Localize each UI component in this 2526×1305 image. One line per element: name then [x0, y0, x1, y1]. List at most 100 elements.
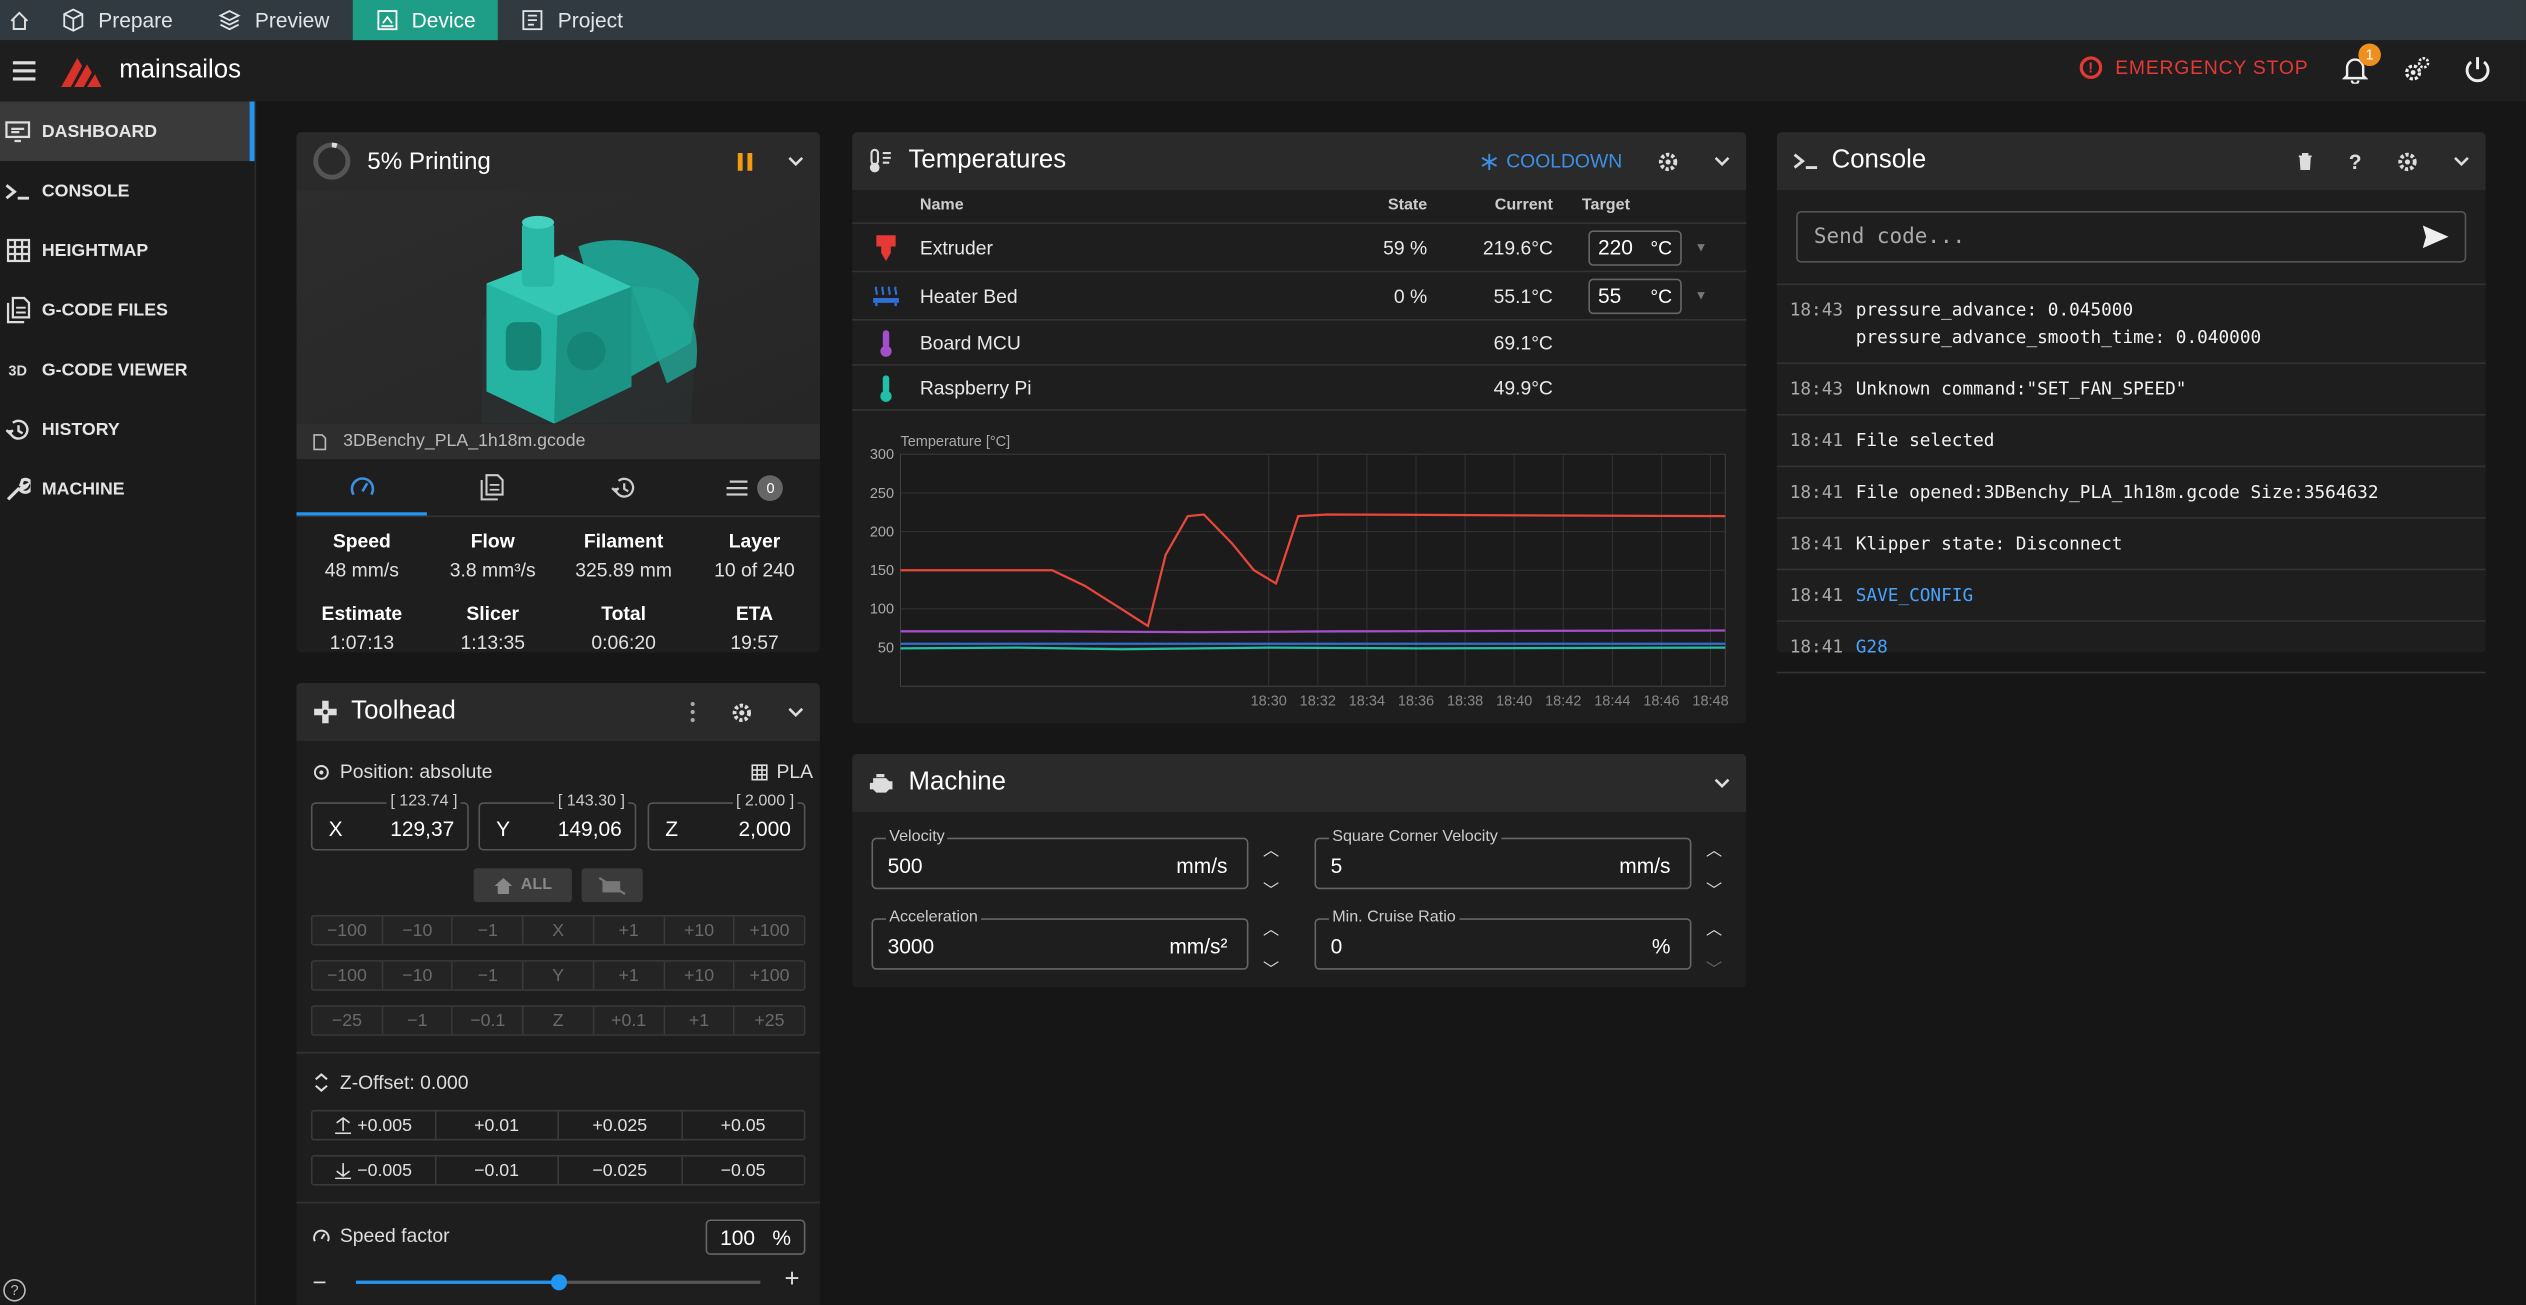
chevron-down-icon[interactable] [1714, 153, 1730, 169]
settings-button[interactable] [2400, 53, 2432, 85]
jog-button[interactable]: −100 [312, 961, 383, 990]
console-command-link[interactable]: SAVE_CONFIG [1855, 584, 1974, 606]
jog-button[interactable]: +25 [735, 1006, 804, 1035]
grid-small-icon [751, 763, 768, 780]
sidebar-item-gcode-files[interactable]: G-CODE FILES [0, 280, 255, 340]
min-cruise-ratio-field[interactable]: Min. Cruise Ratio 0 % [1314, 908, 1692, 970]
chevron-down-icon[interactable] [2453, 153, 2469, 169]
jog-button[interactable]: +1 [594, 916, 665, 944]
chevron-down-icon[interactable] [788, 153, 804, 169]
jog-button[interactable]: −100 [312, 916, 383, 944]
tab-files[interactable] [427, 459, 558, 515]
acceleration-field[interactable]: Acceleration 3000 mm/s² [871, 908, 1249, 970]
jog-button[interactable]: +10 [664, 961, 736, 990]
z-offset-down-button[interactable]: −0.005 [313, 1156, 436, 1185]
gear-icon[interactable] [731, 702, 752, 723]
jog-axis-label[interactable]: X [523, 916, 595, 944]
temperature-chart[interactable]: Temperature [°C] 50 100 150 200 250 300 18:30 1… [859, 425, 1729, 718]
jog-button[interactable]: +100 [735, 961, 804, 990]
console-input[interactable]: Send code... [1796, 211, 2467, 263]
scv-stepper[interactable]: ︿ ﹀ [1706, 836, 1722, 901]
extruder-target-input[interactable]: 220 °C [1588, 229, 1682, 265]
tab-preview[interactable]: Preview [195, 0, 352, 40]
speed-decrease-button[interactable]: − [312, 1269, 327, 1297]
home-all-button[interactable]: ALL [473, 868, 572, 903]
console-panel: Console ? [1776, 132, 2486, 653]
tab-project[interactable]: Project [498, 0, 645, 40]
jog-button[interactable]: −10 [382, 961, 454, 990]
speed-slider[interactable] [356, 1274, 761, 1291]
status-tabs: 0 [296, 459, 820, 518]
help-icon[interactable]: ? [3, 1279, 26, 1302]
thermometer-icon[interactable] [852, 328, 920, 357]
tab-history[interactable] [558, 459, 689, 515]
jog-button[interactable]: −1 [453, 916, 524, 944]
cooldown-button[interactable]: COOLDOWN [1480, 150, 1622, 172]
jog-button[interactable]: −1 [382, 1006, 454, 1035]
speed-increase-button[interactable]: + [784, 1266, 800, 1294]
table-header: Name State Current Target [852, 188, 1747, 224]
z-jog-buttons: −25 −1 −0.1 Z +0.1 +1 +25 [310, 1005, 806, 1036]
gear-icon[interactable] [2397, 151, 2418, 172]
menu-icon[interactable] [6, 61, 41, 81]
slider-thumb[interactable] [550, 1274, 567, 1291]
z-offset-up-button[interactable]: +0.05 [720, 1115, 766, 1135]
gear-icon[interactable] [1658, 151, 1679, 172]
y-position-field[interactable]: Y [ 143.30 ] 149,06 [478, 792, 637, 851]
notifications-button[interactable]: 1 [2339, 43, 2381, 85]
jog-axis-label[interactable]: Z [523, 1006, 595, 1035]
jog-button[interactable]: +100 [735, 916, 804, 944]
speed-factor-input[interactable]: 100 % [705, 1219, 806, 1255]
sidebar-item-gcode-viewer[interactable]: 3D G-CODE VIEWER [0, 340, 255, 400]
z-offset-down-button[interactable]: −0.05 [720, 1160, 766, 1180]
jog-button[interactable]: +10 [664, 916, 736, 944]
emergency-stop-button[interactable]: ! EMERGENCY STOP [2079, 56, 2309, 79]
z-offset-down-button[interactable]: −0.01 [436, 1156, 559, 1185]
sidebar-item-history[interactable]: HISTORY [0, 400, 255, 460]
acceleration-stepper[interactable]: ︿ ﹀ [1263, 915, 1279, 979]
sidebar-item-console[interactable]: CONSOLE [0, 161, 255, 221]
velocity-field[interactable]: Velocity 500 mm/s [871, 828, 1249, 890]
jog-button[interactable]: −1 [453, 961, 524, 990]
tab-prepare[interactable]: Prepare [39, 0, 196, 40]
extruder-icon[interactable] [852, 233, 920, 262]
send-icon[interactable] [2421, 224, 2450, 250]
x-position-field[interactable]: X [ 123.74 ] 129,37 [310, 792, 469, 851]
chevron-down-icon[interactable] [788, 704, 804, 720]
z-offset-up-button[interactable]: +0.025 [559, 1111, 683, 1139]
tab-status[interactable] [296, 459, 428, 516]
jog-button[interactable]: −25 [312, 1006, 383, 1035]
tab-queue[interactable]: 0 [689, 459, 820, 515]
sidebar-item-dashboard[interactable]: DASHBOARD [0, 101, 255, 162]
trash-icon[interactable] [2297, 151, 2313, 170]
motors-off-button[interactable] [581, 868, 643, 903]
more-vertical-icon[interactable] [689, 701, 695, 724]
jog-button[interactable]: +1 [664, 1006, 736, 1035]
pause-button[interactable] [737, 152, 753, 170]
chevron-down-icon[interactable] [1714, 775, 1730, 791]
jog-button[interactable]: +0.1 [594, 1006, 665, 1035]
console-command-link[interactable]: G28 [1855, 636, 1888, 658]
velocity-stepper[interactable]: ︿ ﹀ [1263, 836, 1279, 901]
square-corner-velocity-field[interactable]: Square Corner Velocity 5 mm/s [1314, 828, 1692, 890]
sidebar-item-heightmap[interactable]: HEIGHTMAP [0, 221, 255, 281]
sidebar-item-machine[interactable]: MACHINE [0, 459, 255, 519]
z-offset-up-button[interactable]: +0.005 [313, 1111, 436, 1139]
jog-axis-label[interactable]: Y [523, 961, 595, 990]
preset-dropdown[interactable]: ▼ [1694, 288, 1708, 303]
tab-device[interactable]: Device [351, 0, 499, 41]
thermometer-icon[interactable] [852, 373, 920, 402]
jog-button[interactable]: +1 [594, 961, 665, 990]
home-icon[interactable] [0, 0, 39, 40]
z-offset-up-button[interactable]: +0.01 [436, 1111, 559, 1139]
jog-button[interactable]: −0.1 [453, 1006, 524, 1035]
heater-bed-icon[interactable] [852, 284, 920, 307]
z-offset-down-button[interactable]: −0.025 [559, 1156, 683, 1185]
power-button[interactable] [2461, 53, 2493, 85]
help-icon[interactable]: ? [2348, 149, 2362, 174]
preset-dropdown[interactable]: ▼ [1694, 240, 1708, 255]
jog-button[interactable]: −10 [382, 916, 454, 944]
z-position-field[interactable]: Z [ 2.000 ] 2,000 [647, 792, 806, 851]
cruise-stepper[interactable]: ︿ ﹀ [1706, 915, 1722, 979]
bed-target-input[interactable]: 55 °C [1588, 277, 1682, 314]
